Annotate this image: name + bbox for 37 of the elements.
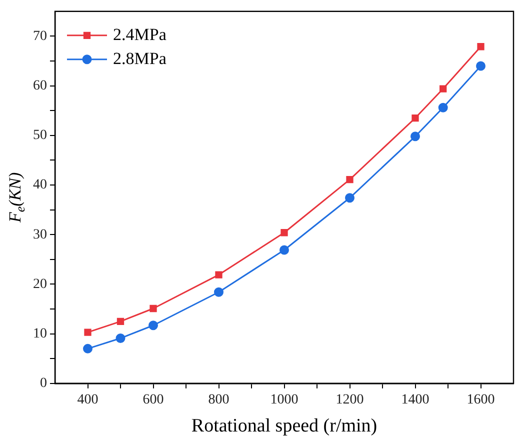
x-tick-label: 1200 xyxy=(336,392,364,408)
point xyxy=(410,132,420,142)
point xyxy=(83,344,92,354)
y-tick-label: 60 xyxy=(33,78,47,94)
y-tick-label: 50 xyxy=(33,128,47,144)
point xyxy=(345,193,354,203)
y-tick-label: 40 xyxy=(33,178,47,193)
y-tick-label: 0 xyxy=(40,376,47,392)
x-tick-label: 1600 xyxy=(466,392,495,408)
y-tick-label: 30 xyxy=(33,227,47,242)
point xyxy=(116,318,124,325)
x-tick-label: 400 xyxy=(77,392,98,408)
x-axis-title: Rotational speed (r/min) xyxy=(191,416,378,437)
x-tick-label: 600 xyxy=(142,392,164,408)
point xyxy=(215,271,222,278)
point xyxy=(346,176,354,184)
point xyxy=(84,328,92,336)
point xyxy=(280,229,288,236)
point xyxy=(116,334,126,344)
point xyxy=(214,287,224,297)
point xyxy=(150,304,157,312)
y-axis-title: Fe(KN) xyxy=(5,172,28,224)
point xyxy=(280,245,289,255)
y-tick-label: 20 xyxy=(33,276,47,292)
legend-label: 2.8MPa xyxy=(113,48,167,68)
y-tick-label: 70 xyxy=(33,28,47,44)
point xyxy=(477,43,484,50)
y-tick-label: 10 xyxy=(33,326,47,342)
x-tick-label: 1000 xyxy=(270,392,298,408)
point xyxy=(476,61,486,71)
point xyxy=(438,102,448,112)
legend-label: 2.4MPa xyxy=(113,24,167,44)
point xyxy=(412,114,419,122)
x-tick-label: 800 xyxy=(208,392,230,408)
x-tick-label: 1400 xyxy=(401,392,430,408)
point xyxy=(440,85,447,92)
point xyxy=(148,320,158,330)
